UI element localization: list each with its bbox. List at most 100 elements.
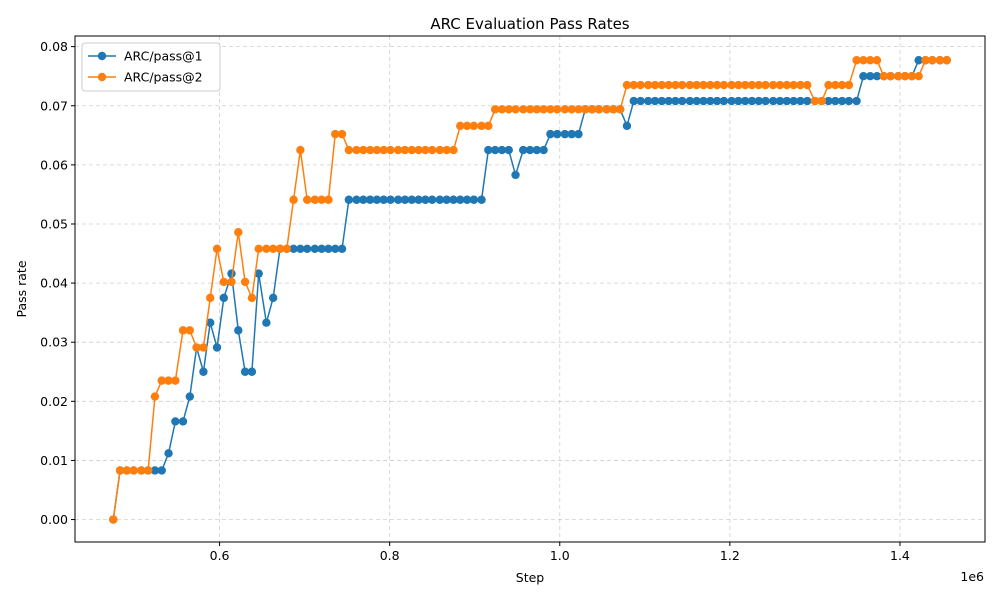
data-point xyxy=(185,392,195,401)
data-point xyxy=(796,80,805,90)
data-point xyxy=(844,80,854,90)
data-point xyxy=(789,80,798,90)
data-point xyxy=(928,56,937,65)
data-point xyxy=(442,195,451,204)
data-point xyxy=(935,56,945,65)
data-point xyxy=(712,80,722,90)
data-point xyxy=(789,96,798,106)
data-point xyxy=(477,121,486,131)
data-point xyxy=(449,195,458,204)
data-point xyxy=(164,376,173,385)
y-tick-label: 0.06 xyxy=(40,157,68,172)
legend-label: ARC/pass@2 xyxy=(124,70,203,85)
data-point xyxy=(219,293,229,303)
data-point xyxy=(678,80,687,90)
data-point xyxy=(511,170,520,180)
data-point xyxy=(462,121,472,131)
data-point xyxy=(712,96,722,106)
data-point xyxy=(775,80,785,90)
data-point xyxy=(296,145,305,155)
data-point xyxy=(359,145,368,155)
data-point xyxy=(636,80,645,90)
data-point xyxy=(727,96,736,106)
data-point xyxy=(212,244,222,253)
data-point xyxy=(872,56,882,65)
data-point xyxy=(324,244,333,253)
data-point xyxy=(344,195,354,204)
data-point xyxy=(699,96,708,106)
data-point xyxy=(428,195,437,204)
data-point xyxy=(754,96,763,106)
data-point xyxy=(171,376,180,385)
data-point xyxy=(831,80,840,90)
data-point xyxy=(553,129,562,139)
data-point xyxy=(914,72,923,81)
data-point xyxy=(692,96,701,106)
data-point xyxy=(352,145,361,155)
data-point xyxy=(157,466,166,475)
data-point xyxy=(539,145,548,155)
data-point xyxy=(164,449,173,458)
data-point xyxy=(317,244,326,253)
data-point xyxy=(769,96,778,106)
data-point xyxy=(859,56,868,65)
y-tick-label: 0.00 xyxy=(40,512,68,527)
data-point xyxy=(837,96,847,106)
data-point xyxy=(581,105,590,114)
data-point xyxy=(386,195,395,204)
plot-series xyxy=(109,56,951,524)
data-point xyxy=(421,145,430,155)
data-point xyxy=(879,72,888,81)
data-point xyxy=(407,145,416,155)
data-point xyxy=(525,105,535,114)
data-point xyxy=(379,195,388,204)
data-point xyxy=(331,244,340,253)
data-point xyxy=(894,72,903,81)
data-point xyxy=(560,129,570,139)
data-point xyxy=(594,105,604,114)
data-point xyxy=(671,80,680,90)
data-point xyxy=(414,195,423,204)
data-point xyxy=(449,145,458,155)
data-point xyxy=(865,56,875,65)
data-point xyxy=(657,96,667,106)
data-point xyxy=(150,392,160,401)
data-point xyxy=(456,121,465,131)
data-point xyxy=(622,121,632,131)
data-point xyxy=(657,80,667,90)
data-point xyxy=(900,72,910,81)
data-point xyxy=(435,145,445,155)
data-point xyxy=(865,72,875,81)
data-point xyxy=(192,343,201,352)
data-point xyxy=(234,228,243,237)
data-point xyxy=(275,244,285,253)
y-tick-label: 0.01 xyxy=(40,453,68,468)
data-point xyxy=(546,105,555,114)
y-axis-label: Pass rate xyxy=(14,260,29,317)
data-point xyxy=(609,105,618,114)
data-point xyxy=(178,417,188,426)
data-point xyxy=(622,80,632,90)
data-point xyxy=(428,145,437,155)
data-point xyxy=(837,80,847,90)
data-point xyxy=(629,96,638,106)
data-point xyxy=(942,56,951,65)
plot-area-frame xyxy=(74,35,986,543)
x-axis-ticks: 0.6 0.8 1.0 1.2 1.4 xyxy=(210,542,910,563)
data-point xyxy=(254,269,263,278)
legend-item: ARC/pass@1 xyxy=(88,49,203,64)
data-point xyxy=(262,318,271,327)
data-point xyxy=(414,145,423,155)
data-point xyxy=(754,80,763,90)
x-axis-label: Step xyxy=(516,570,545,585)
y-axis-ticks: 0.00 0.01 0.02 0.03 0.04 0.05 0.06 0.07 0.08 xyxy=(40,39,75,527)
data-point xyxy=(740,96,750,106)
data-point xyxy=(511,105,520,114)
data-point xyxy=(685,80,695,90)
x-tick-label: 1.0 xyxy=(550,548,570,563)
data-point xyxy=(519,105,528,114)
data-point xyxy=(719,80,729,90)
data-point xyxy=(719,96,729,106)
y-tick-label: 0.02 xyxy=(40,394,68,409)
